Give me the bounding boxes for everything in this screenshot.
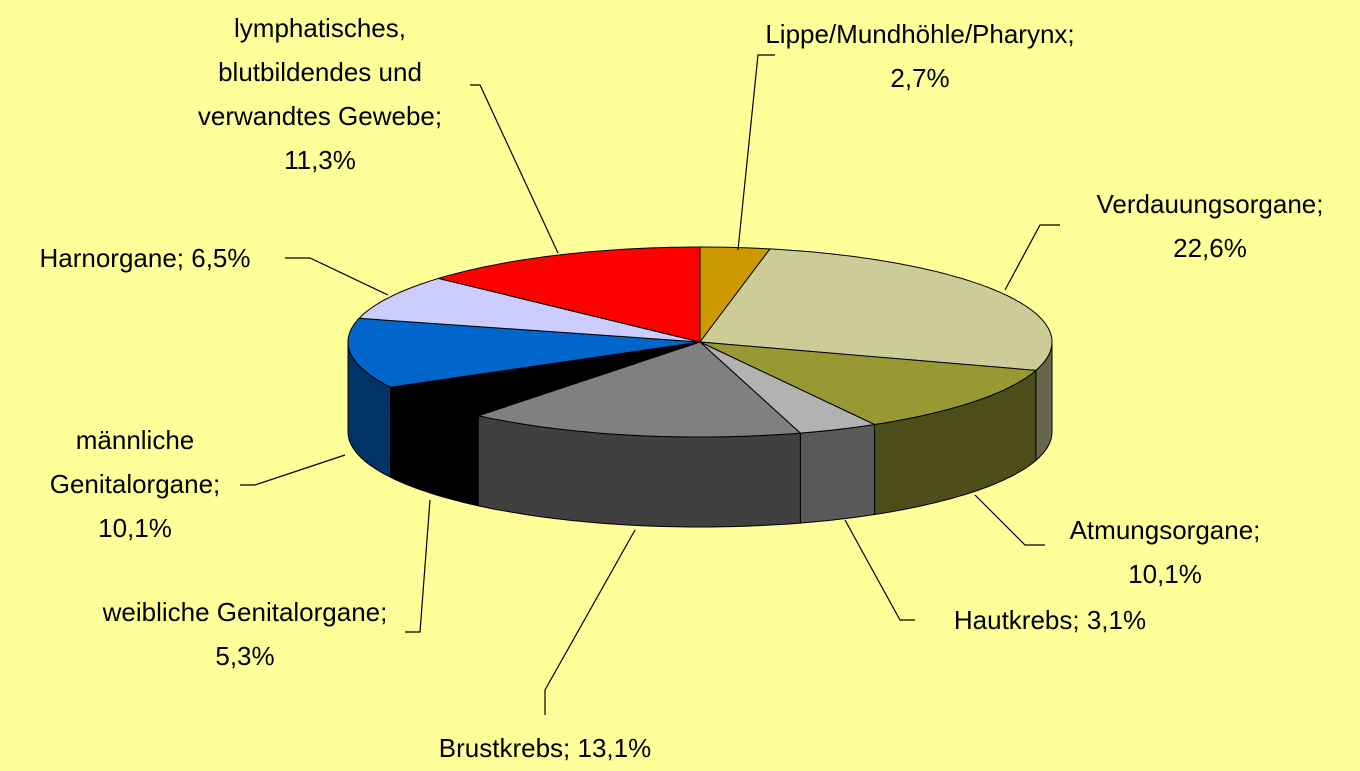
leader-line <box>737 54 775 251</box>
leader-line <box>240 454 346 486</box>
data-label: Brustkrebs; 13,1% <box>438 733 652 763</box>
slice <box>699 341 1038 426</box>
slice <box>388 341 701 417</box>
slice-side <box>799 423 875 524</box>
data-label: Lippe/Mundhöhle/Pharynx; 2,7% <box>765 19 1075 93</box>
leader-line <box>544 529 636 715</box>
slice <box>699 341 877 434</box>
slice <box>347 317 701 388</box>
leader-line <box>405 499 431 633</box>
slice <box>436 246 701 343</box>
leader-line <box>1004 224 1060 291</box>
data-label: lymphatisches, blutbildendes und verwand… <box>197 13 443 175</box>
slice <box>357 277 701 343</box>
leader-line <box>285 257 389 296</box>
data-label: weibliche Genitalorgane; 5,3% <box>102 597 388 671</box>
data-label: Harnorgane; 6,5% <box>39 243 251 273</box>
leader-line <box>974 494 1045 546</box>
data-label: männliche Genitalorgane; 10,1% <box>49 425 221 543</box>
slice <box>699 248 1053 371</box>
data-label: Atmungsorgane; 10,1% <box>1069 515 1261 589</box>
data-label: Hautkrebs; 3,1% <box>953 605 1147 635</box>
leader-line <box>470 84 559 254</box>
data-label: Verdauungsorgane; 22,6% <box>1096 189 1324 263</box>
leader-line <box>844 519 915 621</box>
slice <box>476 341 802 438</box>
